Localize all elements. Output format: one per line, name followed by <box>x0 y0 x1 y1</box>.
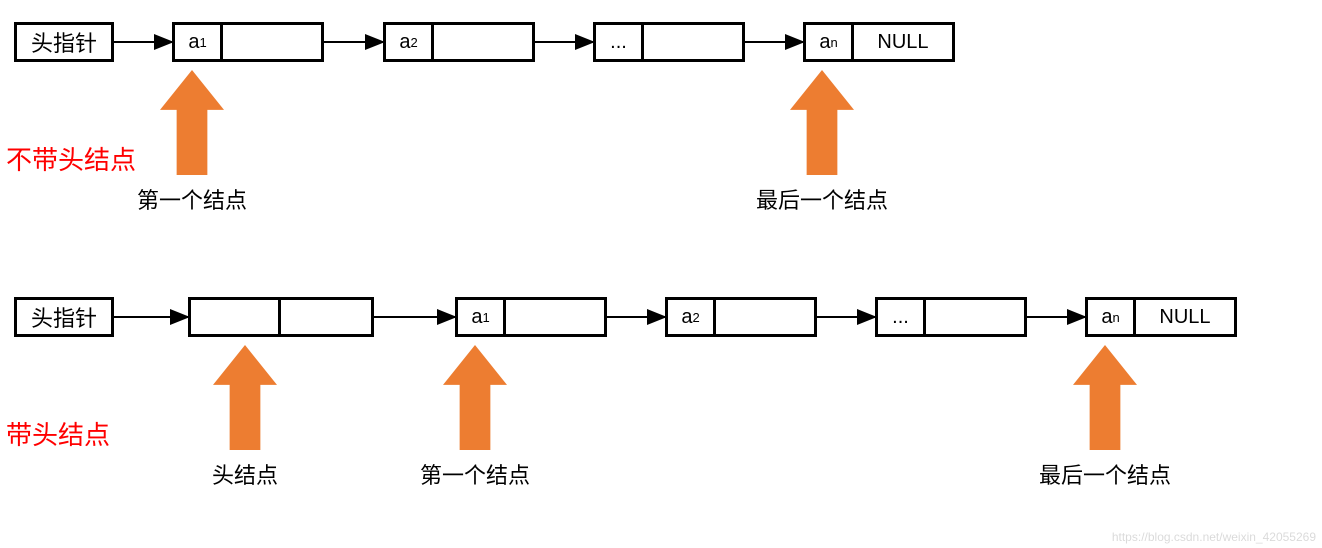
diagram1-node-2-data: ... <box>596 25 644 59</box>
diagram2-node-1-ptr <box>506 300 604 334</box>
diagram2-indicator-arrow-2 <box>1073 345 1137 455</box>
diagram2-indicator-label-0: 头结点 <box>212 458 278 490</box>
watermark: https://blog.csdn.net/weixin_42055269 <box>1112 530 1316 544</box>
diagram2-indicator-label-2: 最后一个结点 <box>1039 458 1171 490</box>
diagram2-indicator-arrow-1 <box>443 345 507 455</box>
diagram2-node-0-ptr <box>281 300 371 334</box>
diagram1-node-0-data: a1 <box>175 25 223 59</box>
diagram1-node-2: ... <box>593 22 745 62</box>
diagram2-indicator-label-1: 第一个结点 <box>420 458 530 490</box>
diagram1-indicator-arrow-1 <box>790 70 854 180</box>
diagram1-node-3-ptr: NULL <box>854 25 952 59</box>
diagram2-node-2-ptr <box>716 300 814 334</box>
diagram1-node-0-ptr <box>223 25 321 59</box>
diagram1-node-1-ptr <box>434 25 532 59</box>
diagram2-section-label: 带头结点 <box>6 415 110 452</box>
diagram2-node-0-data <box>191 300 281 334</box>
diagram2-node-3-data: ... <box>878 300 926 334</box>
diagram1-section-label: 不带头结点 <box>6 140 136 177</box>
diagram2-node-4-ptr: NULL <box>1136 300 1234 334</box>
diagram2-node-3: ... <box>875 297 1027 337</box>
diagram2-indicator-arrow-0 <box>213 345 277 455</box>
diagram2-node-0 <box>188 297 374 337</box>
diagram2-node-1: a1 <box>455 297 607 337</box>
diagram1-indicator-arrow-0 <box>160 70 224 180</box>
diagram1-node-2-ptr <box>644 25 742 59</box>
diagram1-indicator-label-0: 第一个结点 <box>137 183 247 215</box>
diagram2-node-4-data: an <box>1088 300 1136 334</box>
diagram2-node-2: a2 <box>665 297 817 337</box>
diagram1-head-pointer: 头指针 <box>14 22 114 62</box>
diagram2-node-3-ptr <box>926 300 1024 334</box>
diagram1-node-1-data: a2 <box>386 25 434 59</box>
diagram2-node-2-data: a2 <box>668 300 716 334</box>
diagram1-node-3: anNULL <box>803 22 955 62</box>
diagram2-head-pointer: 头指针 <box>14 297 114 337</box>
diagram1-indicator-label-1: 最后一个结点 <box>756 183 888 215</box>
diagram2-node-1-data: a1 <box>458 300 506 334</box>
diagram1-node-0: a1 <box>172 22 324 62</box>
diagram1-node-1: a2 <box>383 22 535 62</box>
diagram1-node-3-data: an <box>806 25 854 59</box>
diagram2-node-4: anNULL <box>1085 297 1237 337</box>
